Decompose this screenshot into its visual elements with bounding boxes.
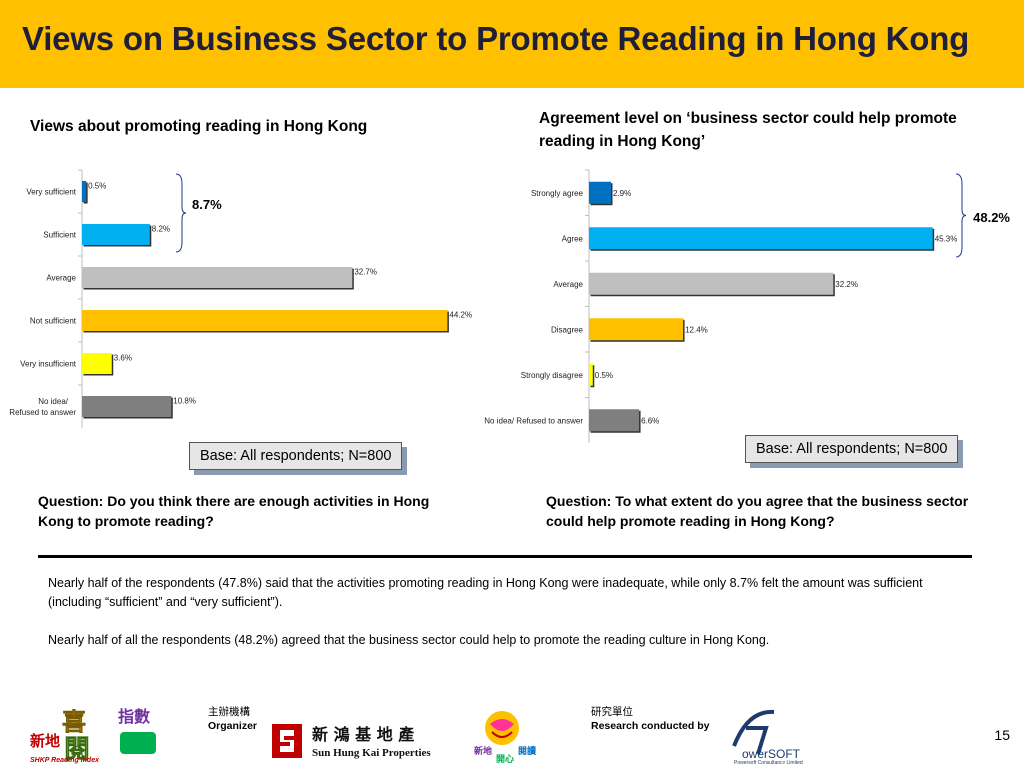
value-label: 45.3% bbox=[935, 234, 958, 243]
summary-paragraph-1: Nearly half of the respondents (47.8%) s… bbox=[48, 576, 923, 609]
category-label: Disagree bbox=[551, 325, 584, 334]
left-chart-title: Views about promoting reading in Hong Ko… bbox=[30, 118, 368, 135]
category-label: Average bbox=[46, 274, 76, 283]
category-label: Average bbox=[553, 280, 583, 289]
value-label: 8.2% bbox=[152, 225, 170, 234]
svg-text:喜: 喜 bbox=[62, 708, 86, 736]
category-label: Very sufficient bbox=[26, 188, 76, 197]
summary-bracket bbox=[955, 173, 967, 258]
open-reading-logo: 新地 開心 閱讀 bbox=[474, 711, 537, 764]
value-label: 32.7% bbox=[354, 268, 377, 277]
sun-hung-kai-properties-logo: 新 鴻 基 地 產 Sun Hung Kai Properties bbox=[272, 724, 431, 759]
value-label: 6.6% bbox=[641, 416, 659, 425]
svg-text:Powersoft Consultancy Limited: Powersoft Consultancy Limited bbox=[734, 760, 803, 764]
value-label: 0.5% bbox=[88, 182, 106, 191]
value-label: 2.9% bbox=[613, 189, 631, 198]
svg-text:指數: 指數 bbox=[118, 707, 150, 726]
bar bbox=[82, 310, 448, 331]
organizer-label-zh: 主辦機構 bbox=[208, 706, 250, 718]
value-label: 32.2% bbox=[835, 280, 858, 289]
bar bbox=[589, 227, 933, 250]
value-label: 3.6% bbox=[114, 354, 132, 363]
category-label: No idea/Refused to answer bbox=[9, 397, 76, 417]
category-label: Strongly disagree bbox=[521, 371, 584, 380]
category-label: Sufficient bbox=[43, 231, 77, 240]
summary-text: Nearly half of the respondents (47.8%) s… bbox=[48, 574, 948, 669]
category-label: Very insufficient bbox=[20, 360, 77, 369]
value-label: 0.5% bbox=[595, 371, 613, 380]
value-label: 12.4% bbox=[685, 325, 708, 334]
svg-text:SHKP Reading Index: SHKP Reading Index bbox=[30, 757, 100, 764]
summary-bracket bbox=[175, 173, 187, 253]
bracket-label: 48.2% bbox=[973, 210, 1010, 225]
page-title: Views on Business Sector to Promote Read… bbox=[22, 20, 970, 57]
right-base-note: Base: All respondents; N=800 bbox=[745, 435, 959, 463]
divider-line bbox=[38, 555, 972, 558]
summary-paragraph-2: Nearly half of all the respondents (48.2… bbox=[48, 633, 770, 647]
organizer-label: 主辦機構 Organizer bbox=[208, 705, 257, 733]
bar bbox=[82, 396, 172, 417]
left-base-note: Base: All respondents; N=800 bbox=[189, 442, 403, 470]
title-bar: Views on Business Sector to Promote Read… bbox=[0, 0, 1024, 88]
svg-text:owerSOFT: owerSOFT bbox=[742, 747, 801, 761]
svg-text:閱讀: 閱讀 bbox=[518, 745, 537, 757]
shkp-reading-index-logo: 新地 喜 閱 指數 SHKP Reading Index bbox=[28, 707, 156, 764]
value-label: 10.8% bbox=[173, 397, 196, 406]
bar bbox=[82, 267, 353, 288]
bar bbox=[589, 272, 834, 295]
right-chart-title: Agreement level on ‘business sector coul… bbox=[539, 110, 957, 150]
svg-text:開心: 開心 bbox=[496, 754, 514, 764]
category-label: Agree bbox=[562, 234, 584, 243]
category-label-line: No idea/ bbox=[38, 397, 69, 406]
category-label: Not sufficient bbox=[30, 317, 77, 326]
bar bbox=[82, 181, 87, 202]
bracket-label: 8.7% bbox=[192, 197, 222, 212]
svg-text:新地: 新地 bbox=[474, 745, 492, 757]
category-label-line: Refused to answer bbox=[9, 408, 76, 417]
research-label-zh: 研究單位 bbox=[591, 706, 633, 718]
research-label-en: Research conducted by bbox=[591, 720, 710, 732]
organizer-label-en: Organizer bbox=[208, 720, 258, 732]
bar bbox=[589, 409, 640, 432]
svg-text:新 鴻 基 地 產: 新 鴻 基 地 產 bbox=[312, 725, 414, 744]
category-label: Strongly agree bbox=[531, 189, 584, 198]
svg-text:新地: 新地 bbox=[30, 732, 60, 750]
svg-text:閱: 閱 bbox=[64, 735, 90, 764]
left-question: Question: Do you think there are enough … bbox=[38, 493, 430, 529]
value-label: 44.2% bbox=[449, 311, 472, 320]
powersoft-logo: owerSOFT Powersoft Consultancy Limited bbox=[732, 709, 803, 764]
bar bbox=[589, 181, 612, 204]
right-question: Question: To what extent do you agree th… bbox=[546, 493, 969, 529]
bar bbox=[82, 353, 112, 374]
bar bbox=[589, 318, 684, 341]
bar bbox=[82, 224, 150, 245]
category-label: No idea/ Refused to answer bbox=[484, 416, 583, 425]
page-number: 15 bbox=[994, 727, 1010, 743]
research-label: 研究單位 Research conducted by bbox=[591, 705, 709, 733]
bar bbox=[589, 363, 593, 386]
svg-text:Sun Hung Kai Properties: Sun Hung Kai Properties bbox=[312, 747, 431, 759]
